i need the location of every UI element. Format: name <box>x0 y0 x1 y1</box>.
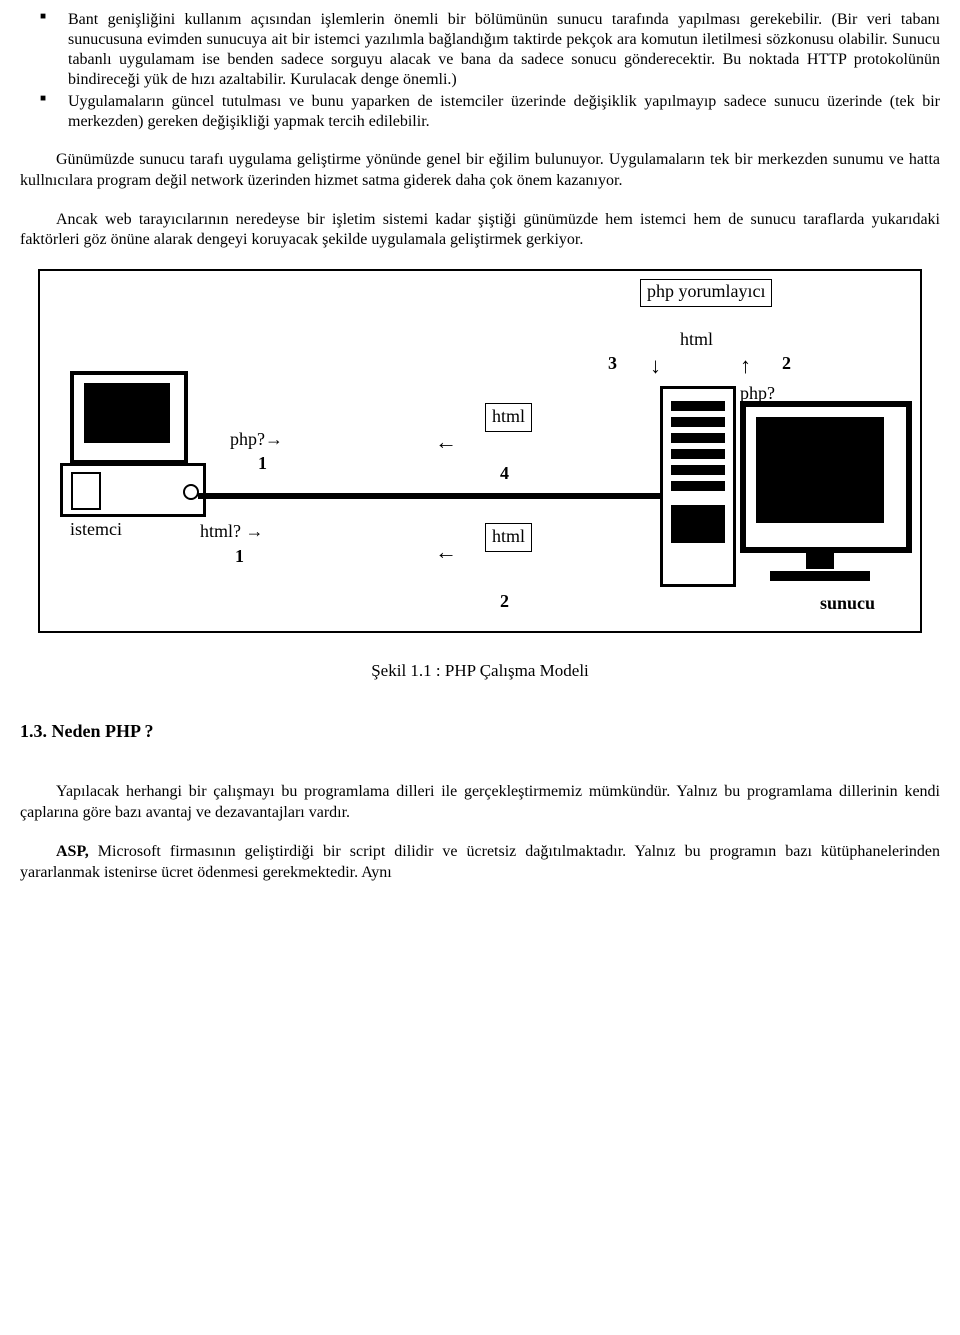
paragraph: Yapılacak herhangi bir çalışmayı bu prog… <box>20 782 940 824</box>
step-2-bottom: 2 <box>500 591 509 612</box>
client-label: istemci <box>70 519 122 540</box>
step-1-top: 1 <box>258 453 267 474</box>
step-3: 3 <box>608 353 617 374</box>
html-box-lower: html <box>485 523 532 552</box>
step-2-top: 2 <box>782 353 791 374</box>
html-box-upper: html <box>485 403 532 432</box>
html-under-interpreter: html <box>680 329 713 350</box>
client-base-icon <box>60 463 206 517</box>
client-monitor-icon <box>70 371 188 464</box>
server-tower-icon <box>660 386 736 587</box>
php-model-diagram: istemci php?→ 1 html? → 1 ← html 4 ← htm… <box>38 269 922 633</box>
html-request-label: html? → <box>200 521 264 542</box>
paragraph: Ancak web tarayıcılarının neredeyse bir … <box>20 210 940 252</box>
figure-caption: Şekil 1.1 : PHP Çalışma Modeli <box>20 661 940 681</box>
paragraph-text: Microsoft firmasının geliştirdiği bir sc… <box>20 843 940 881</box>
connection-line <box>198 493 663 499</box>
server-monitor-icon <box>740 401 912 553</box>
paragraph: ASP, Microsoft firmasının geliştirdiği b… <box>20 842 940 884</box>
asp-label: ASP, <box>56 843 89 860</box>
bullet-list: Bant genişliğini kullanım açısından işle… <box>20 10 940 132</box>
server-stand-icon <box>770 571 870 581</box>
arrow-down-icon: ↓ <box>650 353 661 379</box>
section-heading: 1.3. Neden PHP ? <box>20 721 940 742</box>
step-1-bottom: 1 <box>235 546 244 567</box>
arrow-left-icon: ← <box>435 429 457 455</box>
php-request-label: php?→ <box>230 429 283 450</box>
bullet-item: Bant genişliğini kullanım açısından işle… <box>68 10 940 90</box>
server-label: sunucu <box>820 593 875 614</box>
bullet-item: Uygulamaların güncel tutulması ve bunu y… <box>68 92 940 132</box>
step-4: 4 <box>500 463 509 484</box>
arrow-left-icon: ← <box>435 539 457 565</box>
php-interpreter-box: php yorumlayıcı <box>640 279 772 307</box>
arrow-up-icon: ↑ <box>740 353 751 379</box>
paragraph: Günümüzde sunucu tarafı uygulama gelişti… <box>20 150 940 192</box>
